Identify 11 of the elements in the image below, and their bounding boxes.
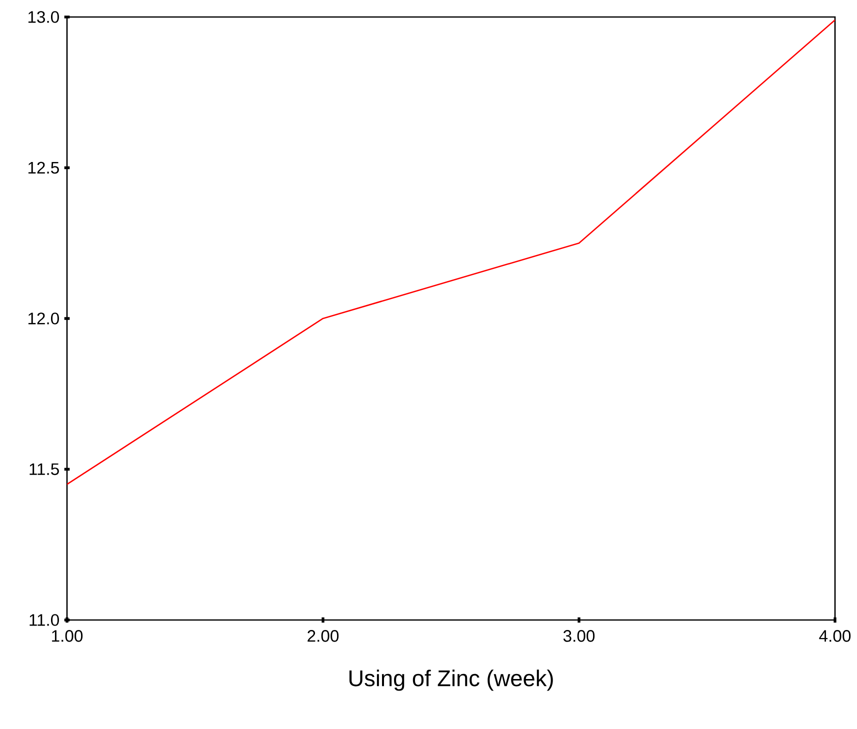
x-tick-label: 2.00 xyxy=(308,630,339,642)
y-tick-label: 11.0 xyxy=(30,614,59,626)
x-tick-label: 3.00 xyxy=(563,630,595,642)
x-tick-label: 1.00 xyxy=(52,630,83,642)
y-tick-label: 12.0 xyxy=(28,312,59,324)
y-tick-label: 12.5 xyxy=(28,162,59,174)
y-tick-label: 11.5 xyxy=(30,463,59,476)
y-tick-label: 13.0 xyxy=(28,11,59,23)
x-tick-label: 4.00 xyxy=(819,630,851,642)
line-series xyxy=(67,19,836,485)
x-axis-title: Using of Zinc (week) xyxy=(349,670,553,691)
